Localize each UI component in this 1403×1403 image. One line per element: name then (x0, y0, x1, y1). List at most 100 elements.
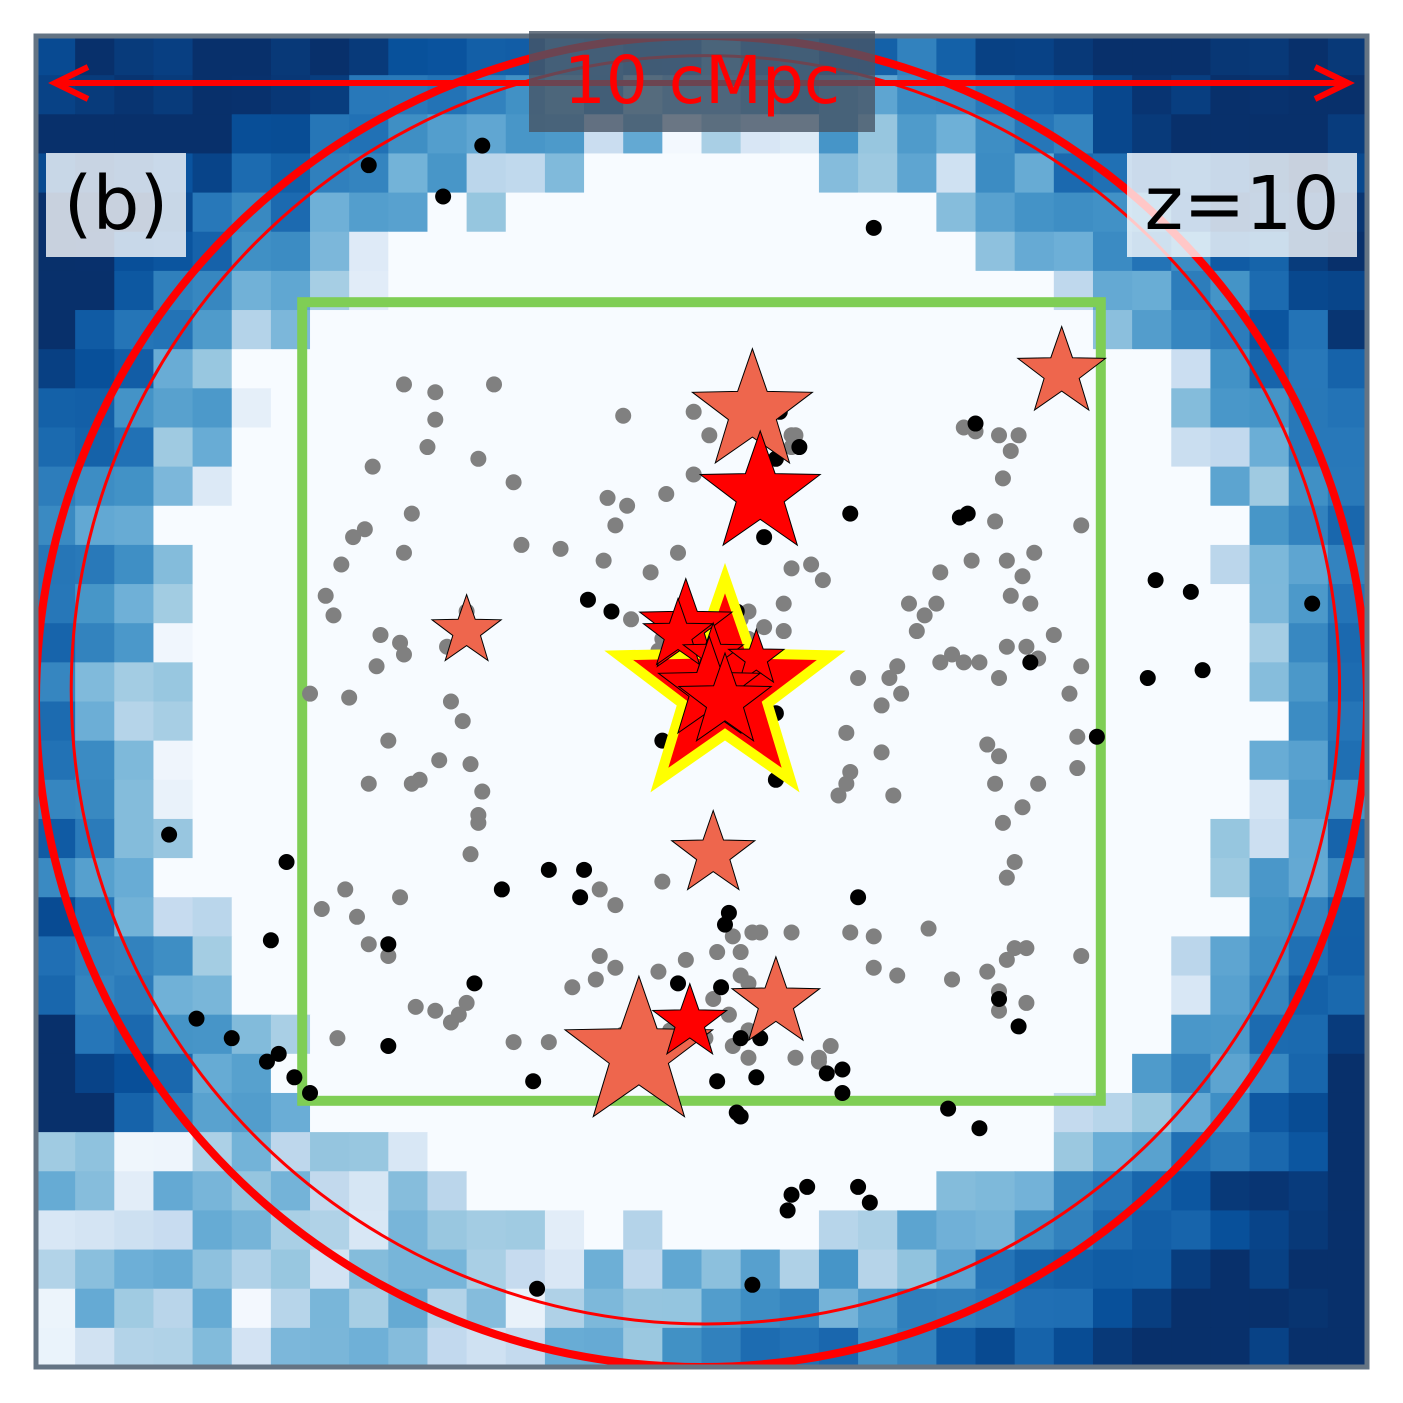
density-cell (192, 975, 233, 1016)
density-cell (975, 1014, 1016, 1055)
density-cell (231, 310, 272, 350)
density-cell (858, 623, 898, 663)
grey-galaxy-point (885, 787, 902, 804)
density-cell (779, 1132, 820, 1172)
density-cell (1327, 1053, 1367, 1094)
density-cell (114, 740, 155, 781)
grey-galaxy-point (775, 623, 792, 640)
star-marker (677, 651, 773, 743)
density-cell (114, 1132, 155, 1172)
density-cell (231, 349, 272, 389)
grey-galaxy-point (850, 670, 867, 687)
density-cell (1249, 544, 1290, 585)
grey-galaxy-point (908, 623, 925, 640)
density-cell (975, 1210, 1016, 1251)
grey-galaxy-point (1018, 940, 1035, 957)
density-cell (623, 349, 663, 389)
density-cell (310, 818, 350, 859)
density-cell (936, 349, 977, 389)
black-galaxy-point (1182, 583, 1199, 600)
density-cell (818, 310, 859, 350)
density-cell (1132, 701, 1172, 742)
grey-galaxy-point (955, 654, 972, 671)
density-cell (1288, 1171, 1329, 1212)
density-cell (858, 1132, 898, 1172)
density-cell (975, 1053, 1016, 1094)
density-cell (75, 310, 115, 350)
density-cell (897, 818, 937, 859)
grey-galaxy-point (822, 1037, 839, 1054)
grey-galaxy-point (325, 607, 342, 624)
density-cell (75, 662, 115, 703)
density-cell (349, 858, 389, 898)
density-cell (544, 936, 585, 977)
grey-galaxy-point (998, 552, 1015, 569)
density-cell (1014, 231, 1055, 272)
density-cell (1249, 584, 1290, 624)
black-galaxy-point (709, 1073, 726, 1090)
grey-galaxy-point (462, 756, 479, 773)
density-cell (1327, 975, 1367, 1016)
grey-galaxy-point (873, 744, 890, 761)
density-cell (466, 544, 507, 585)
density-cell (114, 1171, 155, 1212)
density-cell (1132, 1014, 1172, 1055)
density-cell (1132, 36, 1172, 76)
grey-galaxy-point (928, 595, 945, 612)
density-cell (584, 818, 624, 859)
density-cell (36, 36, 76, 76)
grey-galaxy-point (650, 963, 667, 980)
density-cell (858, 388, 898, 429)
density-cell (1171, 1014, 1212, 1055)
density-cell (936, 936, 977, 977)
density-cell (75, 1288, 115, 1329)
density-cell (740, 192, 781, 233)
density-cell (505, 1210, 546, 1251)
density-cell (1210, 1288, 1251, 1329)
black-galaxy-point (603, 603, 620, 620)
density-cell (427, 466, 468, 507)
density-cell (1288, 349, 1329, 389)
grey-galaxy-point (1018, 638, 1035, 655)
density-cell (349, 310, 389, 350)
density-cell (231, 1092, 272, 1133)
scale-bar-left-arrow (48, 64, 90, 102)
density-cell (1327, 388, 1367, 429)
black-galaxy-point (223, 1030, 240, 1047)
density-cell (153, 897, 194, 937)
density-cell (75, 349, 115, 389)
density-cell (1053, 192, 1094, 233)
density-cell (231, 701, 272, 742)
density-cell (75, 584, 115, 624)
density-cell (388, 1132, 429, 1172)
density-cell (1327, 1249, 1367, 1290)
black-galaxy-point (576, 861, 593, 878)
density-cell (1171, 310, 1212, 350)
density-cell (1210, 427, 1251, 468)
density-cell (349, 36, 389, 76)
density-cell (466, 505, 507, 546)
density-cell (740, 544, 781, 585)
density-cell (1288, 623, 1329, 663)
density-cell (427, 1210, 468, 1251)
density-cell (740, 1210, 781, 1251)
density-cell (701, 1210, 742, 1251)
density-cell (936, 740, 977, 781)
density-cell (1288, 1288, 1329, 1329)
density-cell (231, 466, 272, 507)
density-cell (192, 701, 233, 742)
grey-galaxy-point (395, 646, 412, 663)
density-cell (701, 1249, 742, 1290)
density-cell (1053, 466, 1094, 507)
density-cell (662, 1210, 703, 1251)
grey-galaxy-point (1002, 442, 1019, 459)
density-cell (231, 623, 272, 663)
density-cell (505, 975, 546, 1016)
density-cell (1249, 740, 1290, 781)
density-cell (36, 1132, 76, 1172)
grey-galaxy-point (356, 521, 373, 538)
grey-galaxy-point (838, 775, 855, 792)
density-cell (388, 662, 429, 703)
density-cell (1171, 114, 1212, 155)
density-cell (153, 505, 194, 546)
